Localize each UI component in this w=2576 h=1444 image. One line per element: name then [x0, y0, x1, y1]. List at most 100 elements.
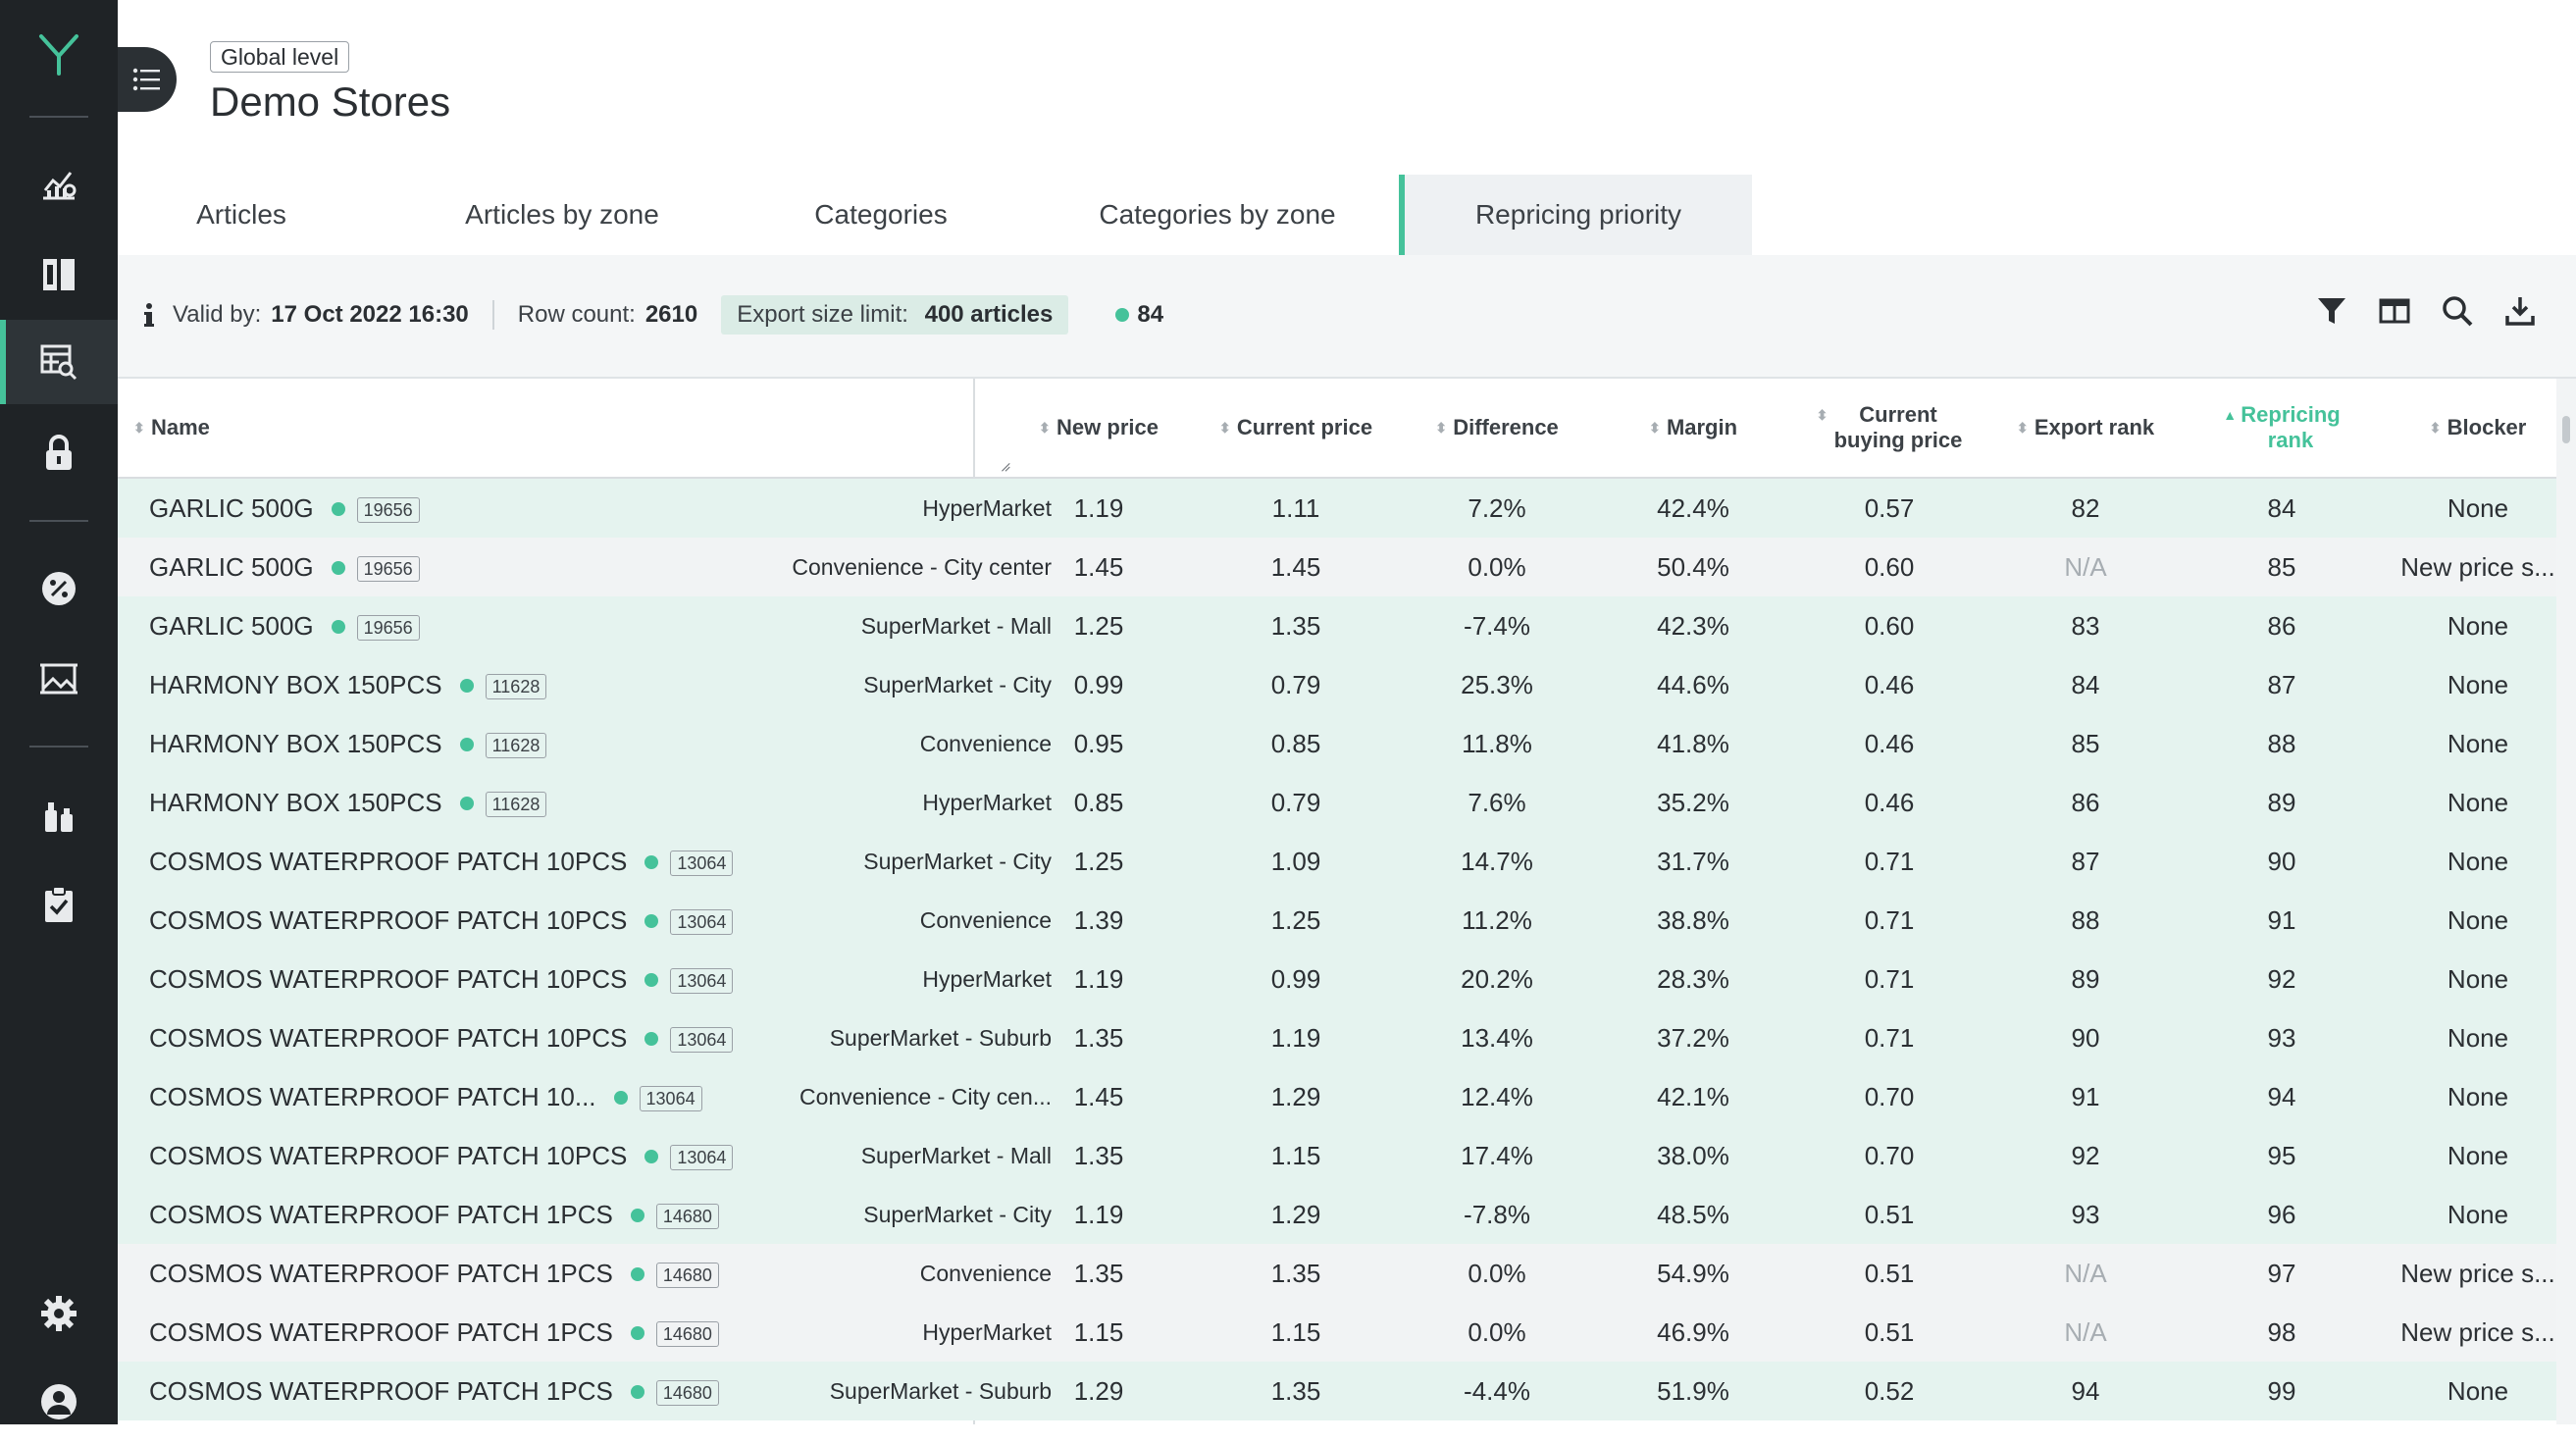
- tab-categories-by-zone[interactable]: Categories by zone: [1099, 199, 1336, 230]
- buying-price-cell: 0.46: [1864, 788, 1915, 817]
- new-price-cell: 1.25: [1073, 611, 1124, 641]
- table-row[interactable]: GARLIC 500G 19656 SuperMarket - Mall 1.25…: [118, 596, 2556, 655]
- margin-cell: 42.1%: [1657, 1082, 1729, 1111]
- margin-cell: 42.3%: [1657, 611, 1729, 641]
- column-resize-handle[interactable]: [1001, 379, 1010, 477]
- zone-name: SuperMarket - City: [863, 849, 1052, 874]
- sidebar-item-lock[interactable]: [0, 410, 118, 494]
- discount-icon: [42, 572, 76, 605]
- export-rank-cell: N/A: [2064, 1317, 2107, 1347]
- sidebar-item-columns[interactable]: [0, 232, 118, 317]
- tab-categories[interactable]: Categories: [814, 199, 948, 230]
- article-name: COSMOS WATERPROOF PATCH 10PCS: [149, 847, 628, 876]
- blocker-cell: None: [2447, 964, 2509, 994]
- tab-bar: Articles Articles by zone Categories Cat…: [118, 175, 2576, 255]
- column-header-repricing-rank[interactable]: ▲ Repricing rank: [2223, 402, 2341, 452]
- article-name: COSMOS WATERPROOF PATCH 10PCS: [149, 964, 628, 994]
- blocker-cell: None: [2447, 788, 2509, 817]
- filter-icon[interactable]: [2315, 294, 2348, 328]
- table-row[interactable]: HARMONY BOX 150PCS 11628 Convenience 0.95…: [118, 714, 2556, 773]
- download-icon[interactable]: [2503, 294, 2537, 328]
- columns-toggle-icon[interactable]: [2378, 294, 2411, 328]
- article-name-cell: HARMONY BOX 150PCS 11628: [149, 655, 547, 714]
- difference-cell: 13.4%: [1461, 1023, 1533, 1053]
- column-header-export-rank[interactable]: ⬍ Export rank: [2016, 415, 2155, 439]
- sidebar-item-profile[interactable]: [0, 1360, 118, 1444]
- buying-price-cell: 0.71: [1864, 905, 1915, 935]
- column-header-new-price[interactable]: ⬍ New price: [1039, 415, 1159, 439]
- column-header-blocker[interactable]: ⬍ Blocker: [2429, 415, 2527, 439]
- table-row[interactable]: COSMOS WATERPROOF PATCH 10PCS 13064 Super…: [118, 1126, 2556, 1185]
- sidebar-item-image-frame[interactable]: [0, 637, 118, 721]
- article-name-cell: COSMOS WATERPROOF PATCH 10PCS 13064: [149, 1126, 734, 1185]
- article-name: HARMONY BOX 150PCS: [149, 788, 442, 817]
- zone-name: SuperMarket - Mall: [860, 1143, 1052, 1168]
- margin-cell: 42.4%: [1657, 493, 1729, 523]
- repricing-rank-cell: 90: [2267, 847, 2296, 876]
- status-dot-icon: [644, 973, 659, 988]
- table-row[interactable]: COSMOS WATERPROOF PATCH 1PCS 14680 HyperM…: [118, 1303, 2556, 1362]
- sidebar-item-settings[interactable]: [0, 1271, 118, 1356]
- article-name: COSMOS WATERPROOF PATCH 10PCS: [149, 1023, 628, 1053]
- tab-repricing-priority[interactable]: Repricing priority: [1399, 175, 1752, 255]
- table-row[interactable]: HARMONY BOX 150PCS 11628 HyperMarket 0.85…: [118, 773, 2556, 832]
- column-header-difference[interactable]: ⬍ Difference: [1435, 415, 1559, 439]
- status-dot-icon: [630, 1209, 644, 1223]
- column-header-name[interactable]: ⬍ Name: [133, 415, 210, 439]
- column-header-buying-price[interactable]: ⬍ Current buying price: [1816, 402, 1963, 452]
- current-price-cell: 1.29: [1270, 1082, 1321, 1111]
- new-price-cell: 1.35: [1073, 1141, 1124, 1170]
- difference-cell: 7.2%: [1468, 493, 1526, 523]
- article-name-cell: HARMONY BOX 150PCS 11628: [149, 714, 547, 773]
- sidebar-item-clipboard[interactable]: [0, 862, 118, 947]
- table-row[interactable]: COSMOS WATERPROOF PATCH 1PCS 14680 Conven…: [118, 1244, 2556, 1303]
- article-code: 14680: [655, 1380, 719, 1407]
- table-row[interactable]: COSMOS WATERPROOF PATCH 10PCS 13064 Super…: [118, 1008, 2556, 1067]
- sidebar-item-analytics[interactable]: [0, 142, 118, 227]
- table-row[interactable]: COSMOS WATERPROOF PATCH 10PCS 13064 Super…: [118, 832, 2556, 891]
- column-header-current-price[interactable]: ⬍ Current price: [1218, 415, 1373, 439]
- current-price-cell: 0.79: [1270, 670, 1321, 699]
- table-row[interactable]: COSMOS WATERPROOF PATCH 1PCS 14680 SuperM…: [118, 1362, 2556, 1420]
- gear-icon: [41, 1296, 77, 1331]
- lock-icon: [46, 435, 72, 470]
- page-title: Demo Stores: [210, 78, 451, 125]
- blocker-cell: None: [2447, 493, 2509, 523]
- sort-asc-icon: ▲: [2223, 407, 2238, 423]
- article-name: COSMOS WATERPROOF PATCH 10...: [149, 1082, 596, 1111]
- sidebar-divider: [29, 116, 88, 118]
- tab-articles-by-zone[interactable]: Articles by zone: [465, 199, 659, 230]
- sidebar-toggle-button[interactable]: [118, 47, 177, 112]
- article-name: COSMOS WATERPROOF PATCH 1PCS: [149, 1376, 613, 1406]
- repricing-rank-cell: 93: [2267, 1023, 2296, 1053]
- table-row[interactable]: COSMOS WATERPROOF PATCH 10PCS 13064 Conve…: [118, 891, 2556, 950]
- current-price-cell: 1.11: [1271, 493, 1320, 523]
- buying-price-cell: 0.70: [1864, 1082, 1915, 1111]
- scrollbar-thumb[interactable]: [2562, 416, 2570, 443]
- sidebar-item-table-search[interactable]: [0, 320, 118, 404]
- table-row[interactable]: HARMONY BOX 150PCS 11628 SuperMarket - Ci…: [118, 655, 2556, 714]
- status-dot-icon: [644, 1032, 659, 1047]
- blocker-cell: New price s...: [2400, 1259, 2555, 1288]
- sidebar-item-bottles[interactable]: [0, 772, 118, 856]
- table-row[interactable]: COSMOS WATERPROOF PATCH 1PCS 14680 SuperM…: [118, 1185, 2556, 1244]
- toolbar-actions: [2315, 294, 2537, 328]
- vertical-scrollbar[interactable]: [2556, 379, 2576, 1424]
- table-row[interactable]: GARLIC 500G 19656 HyperMarket 1.19 1.11 7…: [118, 479, 2556, 538]
- tab-articles[interactable]: Articles: [196, 199, 286, 230]
- article-name-cell: COSMOS WATERPROOF PATCH 10... 13064: [149, 1067, 702, 1126]
- article-name: HARMONY BOX 150PCS: [149, 729, 442, 758]
- table-row[interactable]: GARLIC 500G 19656 Convenience - City cent…: [118, 538, 2556, 596]
- column-header-margin[interactable]: ⬍ Margin: [1648, 415, 1738, 439]
- table-row[interactable]: COSMOS WATERPROOF PATCH 10PCS 13064 Hyper…: [118, 950, 2556, 1008]
- search-icon[interactable]: [2441, 294, 2474, 328]
- status-dot-icon: [459, 738, 474, 752]
- app-logo[interactable]: [0, 10, 118, 98]
- zone-name: HyperMarket: [922, 966, 1052, 992]
- sidebar-item-discount[interactable]: [0, 546, 118, 631]
- current-price-cell: 1.45: [1270, 552, 1321, 582]
- info-icon[interactable]: [143, 302, 155, 328]
- blocker-cell: None: [2447, 1376, 2509, 1406]
- current-price-cell: 1.09: [1270, 847, 1321, 876]
- table-row[interactable]: COSMOS WATERPROOF PATCH 10... 13064 Conve…: [118, 1067, 2556, 1126]
